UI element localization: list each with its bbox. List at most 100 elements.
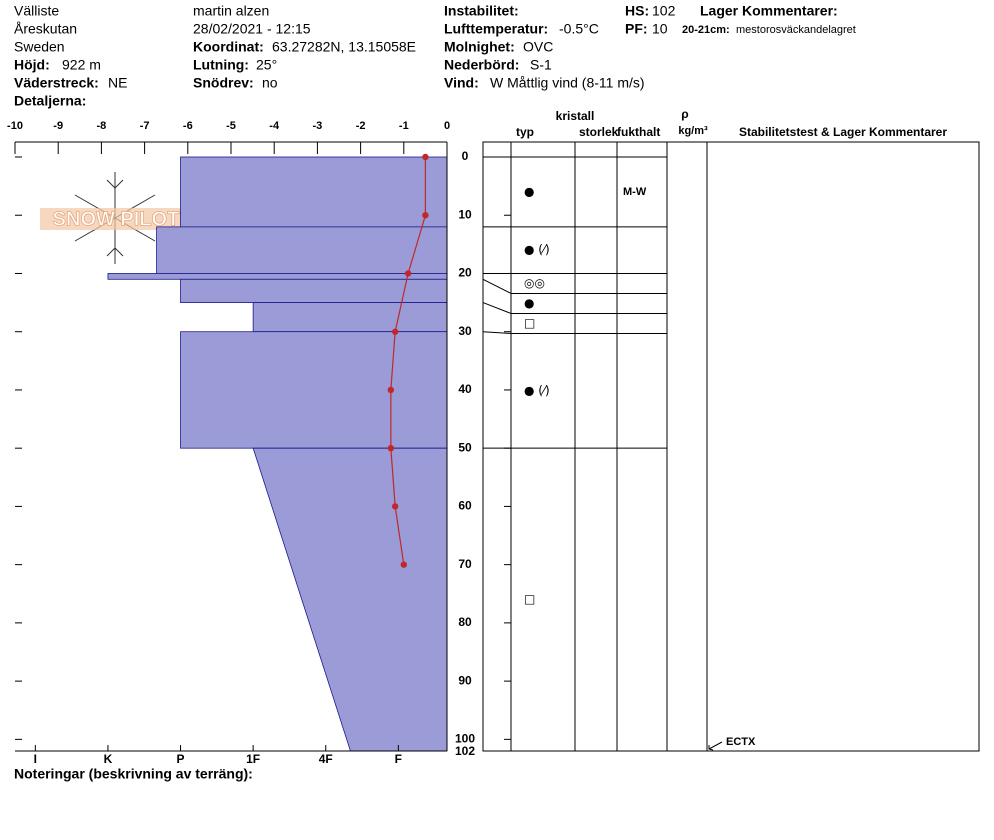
temperature-point (404, 270, 412, 277)
grain-form: ◎◎ (524, 276, 545, 290)
field-value: 102 (652, 3, 676, 19)
x-tick-label: -1 (399, 120, 409, 132)
hardness-layer (252, 302, 448, 333)
y-tick-label: 60 (458, 499, 472, 513)
test-arrow-head (708, 745, 714, 751)
hardness-tick-label: K (104, 752, 113, 766)
field-label: Vind: (444, 75, 479, 91)
table-frame (482, 141, 980, 752)
y-tick-label: 80 (458, 615, 472, 629)
field-label: PF: (625, 21, 648, 37)
field-value: 63.27282N, 13.15058E (272, 39, 416, 55)
grain-form: □ (524, 316, 535, 330)
y-tick-label: 100 (455, 732, 475, 746)
y-tick-label: 10 (458, 207, 472, 221)
field-label: Koordinat: (193, 39, 264, 55)
observer: martin alzen (193, 3, 269, 19)
y-tick-label: 30 (458, 324, 472, 338)
layer-comments-title: Lager Kommentarer: (700, 3, 838, 19)
hardness-layer (180, 278, 448, 303)
row-leader (482, 331, 512, 334)
grain-form: ● (524, 184, 534, 198)
temperature-point (387, 386, 395, 394)
field-label: Lutning: (193, 57, 249, 73)
x-tick-label: -7 (140, 120, 150, 132)
field-value: no (262, 75, 278, 91)
column-header: storlek (579, 125, 619, 139)
hardness-layer (180, 156, 448, 228)
logo-band (40, 208, 192, 230)
field-value: 10 (652, 21, 668, 37)
field-value: W Måttlig vind (8-11 m/s) (490, 75, 645, 91)
temperature-point (391, 328, 399, 335)
test-arrow (708, 741, 723, 750)
layer-comment-label: 20-21cm: (682, 24, 730, 36)
column-header: Stabilitetstest & Lager Kommentarer (739, 125, 947, 139)
y-tick-label: 0 (462, 149, 469, 163)
hardness-tick-label: I (34, 752, 37, 766)
country: Sweden (14, 39, 65, 55)
x-tick-label: -10 (7, 120, 23, 132)
area: Åreskutan (14, 21, 77, 37)
y-tick-label: 90 (458, 673, 472, 687)
row-leader (482, 302, 512, 314)
hardness-layer (107, 273, 448, 280)
location: Välliste (14, 3, 59, 19)
column-header: typ (516, 125, 534, 139)
datetime: 28/02/2021 - 12:15 (193, 21, 311, 37)
field-value: OVC (523, 39, 553, 55)
hardness-tick-label: 4F (319, 752, 333, 766)
y-tick-label: 20 (458, 266, 472, 280)
field-label: Lufttemperatur: (444, 21, 548, 37)
temperature-point (422, 212, 429, 219)
grain-form: ● (⁄) (524, 383, 550, 397)
hardness-tick-label: 1F (246, 752, 260, 766)
field-value: 25° (256, 57, 277, 73)
field-value: -0.5°C (559, 21, 599, 37)
x-tick-label: -9 (53, 120, 63, 132)
field-label: HS: (625, 3, 649, 19)
hardness-layer (180, 331, 448, 449)
temperature-line (390, 157, 426, 565)
temperature-point (400, 561, 407, 568)
grain-form: ● (⁄) (524, 243, 550, 257)
x-tick-label: -2 (356, 120, 366, 132)
field-label: Detaljerna: (14, 93, 86, 109)
field-value: NE (108, 75, 127, 91)
field-value: 922 m (62, 57, 101, 73)
temperature-point (391, 503, 399, 510)
x-tick-label: -6 (183, 120, 193, 132)
column-header: kristall (556, 109, 595, 123)
hardness-layer (252, 447, 448, 752)
field-label: Instabilitet: (444, 3, 519, 19)
moisture: M-W (623, 186, 647, 198)
field-label: Molnighet: (444, 39, 515, 55)
column-header: ρ (681, 107, 688, 121)
x-tick-label: -8 (97, 120, 107, 132)
stability-test: ECTX (726, 736, 756, 748)
y-tick-label: 70 (458, 557, 472, 571)
field-label: Höjd: (14, 57, 50, 73)
hardness-tick-label: F (395, 752, 402, 766)
column-header: fukthalt (617, 125, 660, 139)
footer-notes: Noteringar (beskrivning av terräng): (14, 766, 253, 782)
field-label: Väderstreck: (14, 75, 99, 91)
x-tick-label: 0 (444, 120, 450, 132)
y-tick-label: 102 (455, 744, 475, 758)
x-tick-label: -4 (269, 120, 280, 132)
row-leader (482, 278, 512, 294)
y-tick-label: 40 (458, 382, 472, 396)
grain-form: ● (524, 296, 534, 310)
y-tick-label: 50 (458, 440, 472, 454)
layer-comment: mestorosväckandelagret (736, 24, 856, 36)
hardness-tick-label: P (177, 752, 185, 766)
column-header: kg/m³ (678, 125, 708, 137)
x-tick-label: -5 (226, 120, 236, 132)
field-value: S-1 (530, 57, 552, 73)
temperature-point (422, 153, 429, 161)
field-label: Nederbörd: (444, 57, 519, 73)
grain-form: □ (524, 592, 535, 606)
hardness-layer (156, 226, 448, 274)
logo-text: SNOW PILOT (53, 208, 180, 230)
